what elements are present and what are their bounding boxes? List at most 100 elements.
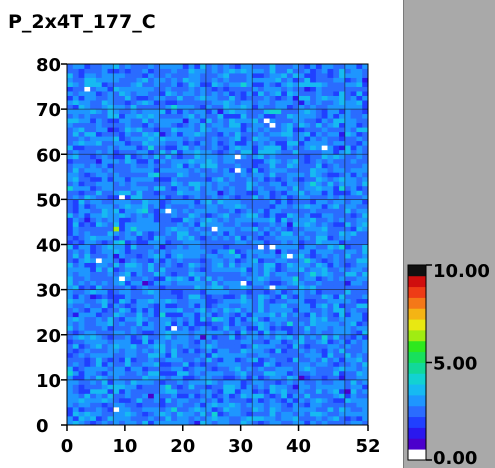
- heatmap-cell: [182, 298, 189, 304]
- heatmap-cell: [171, 411, 178, 417]
- heatmap-cell: [327, 316, 334, 322]
- heatmap-cell: [95, 388, 103, 394]
- heatmap-cell: [124, 411, 132, 417]
- heatmap-cell: [223, 239, 230, 245]
- heatmap-cell: [148, 145, 155, 151]
- heatmap-cell: [130, 271, 137, 277]
- heatmap-cell: [107, 397, 114, 403]
- heatmap-cell: [101, 379, 108, 385]
- heatmap-cell: [350, 82, 357, 87]
- heatmap-cell: [136, 393, 143, 399]
- heatmap-cell: [269, 262, 276, 268]
- heatmap-cell: [165, 343, 172, 349]
- heatmap-cell: [344, 158, 352, 164]
- heatmap-cell: [67, 294, 74, 300]
- heatmap-cell: [240, 104, 247, 110]
- heatmap-cell: [130, 406, 137, 412]
- heatmap-cell: [101, 100, 108, 106]
- heatmap-cell: [171, 307, 178, 313]
- heatmap-cell: [246, 253, 253, 259]
- heatmap-cell: [269, 172, 276, 178]
- heatmap-cell: [194, 420, 201, 426]
- heatmap-cell: [275, 140, 282, 146]
- heatmap-cell: [240, 73, 247, 78]
- heatmap-cell: [286, 343, 294, 349]
- heatmap-cell: [292, 352, 299, 358]
- heatmap-cell: [298, 303, 305, 309]
- heatmap-cell: [130, 375, 137, 381]
- heatmap-cell: [130, 339, 137, 345]
- heatmap-cell: [136, 158, 143, 164]
- heatmap-cell: [217, 420, 224, 426]
- heatmap-cell: [124, 140, 132, 146]
- heatmap-cell: [281, 82, 288, 87]
- heatmap-cell: [362, 276, 369, 281]
- heatmap-cell: [269, 190, 276, 196]
- heatmap-cell: [153, 104, 161, 110]
- heatmap-cell: [159, 280, 166, 286]
- heatmap-cell: [356, 190, 363, 196]
- heatmap-cell: [171, 235, 178, 241]
- heatmap-cell: [200, 393, 207, 399]
- heatmap-cell: [223, 221, 230, 227]
- heatmap-cell: [252, 370, 259, 376]
- heatmap-cell: [269, 325, 276, 331]
- panel-divider: [403, 0, 404, 468]
- heatmap-cell: [275, 73, 282, 78]
- heatmap-cell: [205, 190, 213, 196]
- heatmap-cell: [356, 208, 363, 214]
- heatmap-cell: [315, 406, 323, 412]
- heatmap-cell: [72, 420, 79, 426]
- heatmap-cell: [188, 221, 195, 227]
- heatmap-cell: [339, 352, 346, 358]
- heatmap-cell: [176, 258, 184, 263]
- heatmap-cell: [188, 158, 195, 164]
- heatmap-cell: [223, 420, 230, 426]
- heatmap-cell: [286, 249, 294, 254]
- heatmap-cell: [362, 82, 369, 87]
- heatmap-cell: [240, 258, 247, 263]
- heatmap-cell: [310, 303, 317, 309]
- heatmap-cell: [339, 415, 346, 421]
- heatmap-cell: [176, 307, 184, 313]
- heatmap-cell: [67, 366, 74, 372]
- heatmap-cell: [240, 172, 247, 178]
- heatmap-cell: [234, 212, 242, 218]
- heatmap-cell: [142, 181, 149, 187]
- heatmap-cell: [84, 276, 91, 281]
- heatmap-cell: [95, 86, 103, 92]
- heatmap-cell: [333, 402, 340, 408]
- heatmap-cell: [269, 194, 276, 200]
- heatmap-cell: [119, 267, 126, 272]
- heatmap-cell: [142, 172, 149, 178]
- heatmap-cell: [107, 330, 114, 336]
- heatmap-cell: [142, 316, 149, 322]
- heatmap-cell: [327, 289, 334, 295]
- heatmap-cell: [107, 163, 114, 169]
- heatmap-cell: [159, 262, 166, 268]
- heatmap-cell: [217, 145, 224, 151]
- heatmap-cell: [258, 73, 265, 78]
- heatmap-cell: [78, 158, 85, 164]
- heatmap-cell: [124, 158, 132, 164]
- heatmap-cell: [315, 127, 323, 133]
- heatmap-cell: [142, 140, 149, 146]
- heatmap-cell: [240, 298, 247, 304]
- heatmap-cell: [153, 86, 161, 92]
- heatmap-cell: [252, 253, 259, 259]
- heatmap-cell: [90, 145, 97, 151]
- heatmap-cell: [240, 244, 247, 250]
- heatmap-cell: [182, 280, 189, 286]
- heatmap-cell: [124, 86, 132, 92]
- heatmap-cell: [229, 82, 236, 87]
- heatmap-cell: [142, 298, 149, 304]
- heatmap-cell: [327, 393, 334, 399]
- heatmap-cell: [223, 325, 230, 331]
- heatmap-cell: [223, 118, 230, 124]
- heatmap-cell: [205, 68, 213, 74]
- heatmap-cell: [269, 321, 276, 327]
- heatmap-cell: [229, 104, 236, 110]
- heatmap-cell: [78, 420, 85, 426]
- heatmap-cell: [90, 82, 97, 87]
- heatmap-cell: [344, 411, 352, 417]
